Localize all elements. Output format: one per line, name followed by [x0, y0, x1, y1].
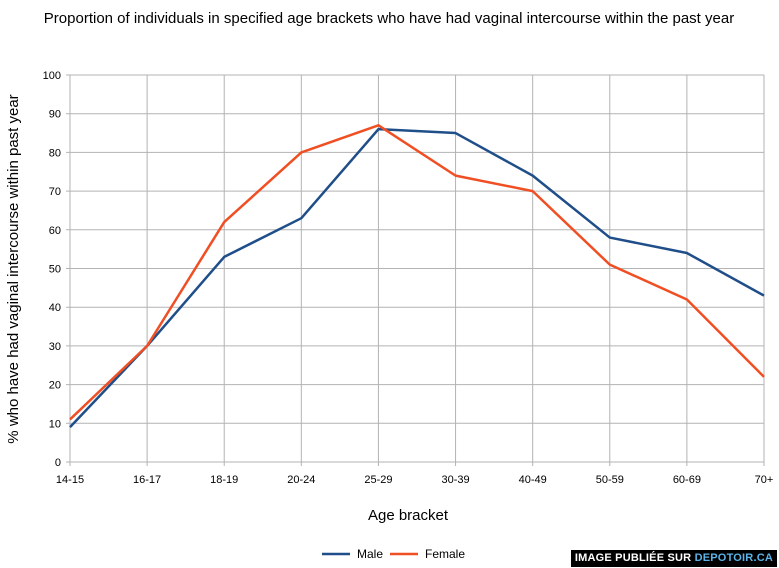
y-tick-label: 40 [49, 302, 61, 314]
legend: Male Female [322, 547, 465, 561]
y-tick-labels: 0 10 20 30 40 50 60 70 80 90 100 [43, 70, 61, 469]
x-tick-label: 40-49 [519, 474, 547, 486]
y-tick-label: 10 [49, 418, 61, 430]
x-tick-label: 70+ [755, 474, 774, 486]
y-tick-label: 50 [49, 264, 61, 276]
y-tick-label: 20 [49, 380, 61, 392]
y-tick-label: 30 [49, 341, 61, 353]
y-tick-label: 80 [49, 147, 61, 159]
watermark-site: DEPOTOIR.CA [694, 552, 773, 564]
x-axis-label: Age bracket [368, 507, 449, 524]
y-tick-label: 0 [55, 457, 61, 469]
y-tick-label: 60 [49, 225, 61, 237]
y-tick-label: 70 [49, 186, 61, 198]
series-line-female [69, 124, 765, 421]
x-tick-label: 25-29 [364, 474, 392, 486]
series-lines [69, 124, 765, 429]
grid-lines [66, 74, 765, 466]
x-tick-label: 30-39 [441, 474, 469, 486]
legend-label-female: Female [425, 547, 465, 561]
x-tick-label: 60-69 [673, 474, 701, 486]
legend-label-male: Male [357, 547, 383, 561]
x-tick-label: 14-15 [56, 474, 84, 486]
x-tick-label: 20-24 [287, 474, 315, 486]
watermark-prefix: IMAGE PUBLIÉE SUR [574, 552, 695, 564]
y-tick-label: 90 [49, 109, 61, 121]
watermark: IMAGE PUBLIÉE SUR DEPOTOIR.CA [570, 550, 777, 567]
x-tick-labels: 14-15 16-17 18-19 20-24 25-29 30-39 40-49 50-59… [56, 474, 773, 486]
x-tick-label: 50-59 [596, 474, 624, 486]
y-axis-label: % who have had vaginal intercourse withi… [5, 94, 22, 443]
y-tick-label: 100 [43, 70, 61, 82]
chart-title: Proportion of individuals in specified a… [44, 10, 734, 27]
x-tick-label: 18-19 [210, 474, 238, 486]
x-tick-label: 16-17 [133, 474, 161, 486]
series-line-male [69, 127, 765, 429]
